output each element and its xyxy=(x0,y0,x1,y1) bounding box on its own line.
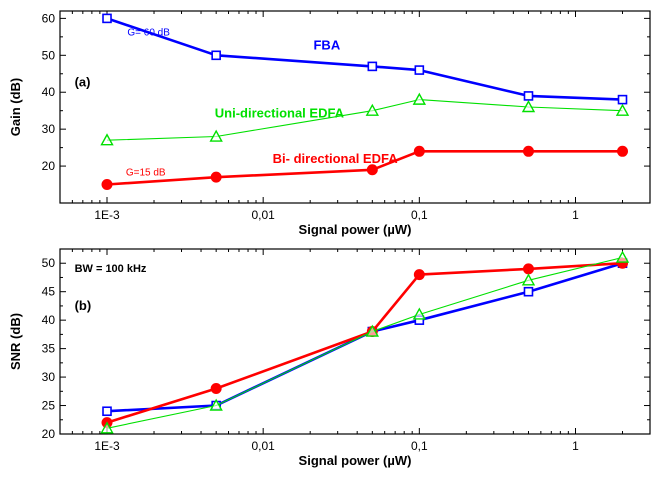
gain-data-point-bi-directional-edfa xyxy=(617,145,629,157)
snr-annotation-bw-100-khz: BW = 100 kHz xyxy=(75,263,147,275)
gain-annotation-fba: FBA xyxy=(313,37,340,52)
snr-data-point-uni-directional-edfa xyxy=(365,324,380,337)
snr-data-point-uni-directional-edfa xyxy=(209,398,223,411)
snr-x-tick-label: 0,1 xyxy=(411,439,428,453)
gain-chart-panel: 1E-3 0,01 0,1 1 20 30 40 50 60 Signal power (µW) G… xyxy=(8,10,651,237)
snr-y-tick-label: 40 xyxy=(42,313,56,327)
snr-series-line-fba xyxy=(106,261,623,413)
snr-plot-frame xyxy=(59,248,651,435)
gain-data-point-fba xyxy=(414,65,425,75)
snr-data-point-uni-directional-edfa xyxy=(521,273,536,286)
gain-data-point-fba xyxy=(102,13,112,24)
gain-x-tick-label: 1E-3 xyxy=(94,208,120,222)
gain-data-point-uni-directional-edfa xyxy=(100,133,114,146)
gain-y-tick-label: 50 xyxy=(42,48,56,62)
snr-x-axis-title: Signal power (µW) xyxy=(299,453,412,468)
gain-annotation-a: (a) xyxy=(75,75,91,90)
snr-data-point-bi-directional-edfa xyxy=(413,269,425,281)
snr-y-tick-label: 35 xyxy=(42,342,56,356)
gain-x-tick-label: 0,1 xyxy=(411,208,428,222)
snr-y-tick-label: 45 xyxy=(42,285,56,299)
snr-x-tick-label: 1 xyxy=(572,439,579,453)
snr-y-axis-title: SNR (dB) xyxy=(8,313,23,370)
gain-data-point-bi-directional-edfa xyxy=(366,164,378,176)
snr-data-point-uni-directional-edfa xyxy=(615,250,630,263)
gain-series-line-bi-directional-edfa xyxy=(106,150,623,186)
snr-data-point-uni-directional-edfa xyxy=(412,307,427,320)
snr-data-point-fba xyxy=(523,286,534,297)
gain-x-tick-label: 0,01 xyxy=(251,208,275,222)
snr-y-tick-label: 30 xyxy=(42,370,56,384)
gain-series-line-uni-directional-edfa xyxy=(106,99,623,141)
snr-y-tick-label: 50 xyxy=(42,256,56,270)
gain-x-axis-title: Signal power (µW) xyxy=(299,222,412,237)
gain-data-point-bi-directional-edfa xyxy=(413,145,425,157)
gain-data-point-uni-directional-edfa xyxy=(209,129,223,142)
gain-data-point-uni-directional-edfa xyxy=(365,103,380,116)
gain-x-tick-label: 1 xyxy=(572,208,579,222)
gain-data-point-fba xyxy=(617,94,628,105)
gain-y-tick-label: 20 xyxy=(42,159,56,173)
snr-data-point-fba xyxy=(102,406,112,417)
gain-y-tick-label: 40 xyxy=(42,85,56,99)
gain-data-point-uni-directional-edfa xyxy=(615,103,630,116)
snr-series-line-uni-directional-edfa xyxy=(106,256,623,429)
gain-data-point-uni-directional-edfa xyxy=(521,100,536,113)
gain-data-point-fba xyxy=(211,50,221,61)
snr-series-line-bi-directional-edfa xyxy=(106,261,623,424)
gain-annotation-g-15-db: G=15 dB xyxy=(126,167,166,178)
snr-data-point-bi-directional-edfa xyxy=(522,263,534,275)
snr-x-tick-label: 0,01 xyxy=(251,439,275,453)
gain-y-axis-title: Gain (dB) xyxy=(8,78,23,137)
snr-y-tick-label: 20 xyxy=(42,427,56,441)
gain-series-line-fba xyxy=(106,17,623,101)
snr-y-tick-label: 25 xyxy=(42,399,56,413)
snr-x-tick-label: 1E-3 xyxy=(94,439,120,453)
snr-data-point-bi-directional-edfa xyxy=(210,382,222,394)
snr-data-point-uni-directional-edfa xyxy=(100,421,114,434)
snr-annotation-b: (b) xyxy=(75,298,92,313)
gain-data-point-bi-directional-edfa xyxy=(210,171,222,183)
gain-data-point-bi-directional-edfa xyxy=(101,179,113,191)
gain-annotation-bi-directional-edfa: Bi- directional EDFA xyxy=(273,151,399,166)
gain-annotation-g-60-db: G= 60 dB xyxy=(127,28,170,39)
gain-y-tick-label: 30 xyxy=(42,122,56,136)
snr-chart-panel: 1E-3 0,01 0,1 1 20 25 30 35 40 45 50 Signal power (… xyxy=(8,248,651,468)
gain-data-point-fba xyxy=(367,61,378,72)
gain-data-point-fba xyxy=(523,91,534,101)
gain-annotation-uni-directional-edfa: Uni-directional EDFA xyxy=(215,106,345,121)
gain-data-point-bi-directional-edfa xyxy=(522,145,534,157)
gain-plot-frame xyxy=(59,10,651,204)
gain-y-tick-label: 60 xyxy=(42,11,56,25)
gain-data-point-uni-directional-edfa xyxy=(412,92,427,105)
